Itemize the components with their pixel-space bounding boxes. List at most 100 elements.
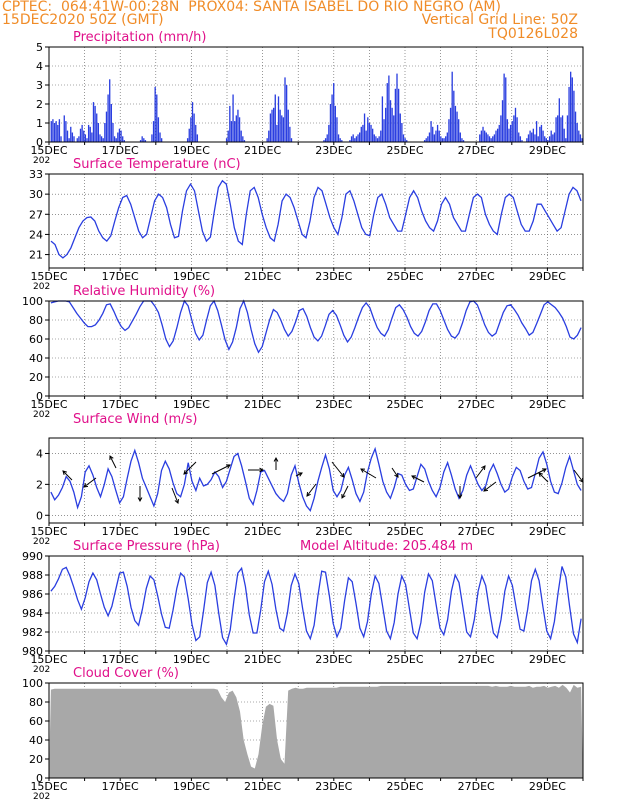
wind-arrow-head: [183, 470, 188, 475]
wind-arrow-head: [360, 468, 366, 473]
precip-bar: [402, 134, 405, 142]
x-tick-label: 27DEC: [458, 270, 495, 283]
precip-bar: [391, 107, 393, 142]
x-tick-label: 29DEC: [529, 270, 566, 283]
precip-bar: [365, 130, 367, 142]
precip-bar: [110, 104, 113, 142]
x-tick-label: 29DEC: [529, 398, 566, 411]
wind-arrow-head: [174, 498, 179, 504]
precip-bar: [99, 134, 101, 142]
precip-bar: [229, 105, 231, 142]
precip-bar: [500, 115, 502, 142]
precip-bar: [274, 94, 276, 142]
precip-bar: [383, 119, 385, 142]
precip-bar: [326, 134, 328, 142]
precip-bar: [363, 113, 366, 142]
precip-bar: [557, 115, 559, 142]
precip-bar: [243, 140, 246, 142]
precip-bar: [496, 128, 499, 142]
precip-bar: [539, 126, 541, 142]
x-tick-label: 29DEC: [529, 653, 566, 666]
precip-bar: [487, 134, 489, 142]
x-tick-label: 23DEC: [315, 398, 352, 411]
precip-bar: [386, 83, 388, 142]
precip-bar: [113, 136, 116, 142]
precip-bar: [552, 134, 554, 142]
precip-bar: [561, 115, 564, 142]
y-tick-label: 40: [29, 352, 43, 365]
precip-bar: [55, 121, 57, 142]
precip-bar: [139, 140, 142, 142]
header-grid-note: Vertical Grid Line: 50Z: [421, 12, 578, 28]
panel-frame: [48, 682, 584, 779]
precip-bar: [160, 138, 163, 142]
precip-bar: [94, 105, 96, 142]
x-tick-label: 17DEC: [102, 780, 139, 793]
precip-bar: [451, 71, 453, 142]
precip-bar: [423, 140, 426, 142]
precip-bar: [53, 123, 56, 142]
x-tick-label: 21DEC: [244, 780, 281, 793]
precip-bar: [394, 88, 397, 142]
x-tick-label: 23DEC: [315, 144, 352, 157]
x-tick-label: 17DEC: [102, 398, 139, 411]
wind-arrow: [211, 464, 231, 475]
year-label-fragment: 202: [33, 792, 50, 800]
precip-bar: [227, 130, 229, 142]
precip-bar: [461, 138, 463, 142]
x-tick-label: 21DEC: [244, 398, 281, 411]
precip-bar: [495, 130, 497, 142]
precip-bar: [87, 124, 90, 142]
x-tick-label: 15DEC: [30, 144, 67, 157]
y-tick-label: 40: [29, 734, 43, 747]
x-tick-label: 17DEC: [102, 144, 139, 157]
precip-bar: [555, 117, 557, 142]
precip-bar: [152, 121, 155, 142]
precip-bar: [196, 134, 199, 142]
precip-bar: [65, 121, 67, 142]
y-tick-label: 0: [36, 390, 43, 403]
panel-title: Cloud Cover (%): [73, 666, 179, 681]
y-tick-label: 33: [29, 168, 43, 181]
wind-arrow-head: [297, 472, 303, 477]
precip-bar: [375, 136, 377, 142]
y-tick-label: 0: [36, 772, 43, 785]
precip-bar: [68, 138, 70, 142]
wind-arrow-head: [481, 465, 486, 471]
wind-arrow: [62, 470, 73, 481]
precip-bar: [352, 134, 354, 142]
precip-bar: [492, 136, 494, 142]
precip-bar: [360, 126, 362, 142]
series-line: [50, 179, 582, 259]
precip-bar: [565, 138, 567, 142]
precip-bar: [456, 111, 458, 142]
precip-bar: [336, 117, 338, 142]
precip-bar: [269, 113, 272, 142]
precip-bar: [334, 105, 336, 142]
precip-bar: [122, 136, 124, 142]
precip-bar: [57, 124, 59, 142]
precip-bar: [576, 123, 578, 142]
precip-bar: [389, 100, 392, 142]
x-tick-label: 27DEC: [458, 525, 495, 538]
precip-bar: [503, 73, 505, 142]
precip-bar: [190, 117, 192, 142]
precip-bar: [141, 136, 143, 142]
precip-bar: [432, 126, 434, 142]
precip-bar: [547, 140, 549, 142]
y-tick-label: 1: [36, 117, 43, 130]
precip-bar: [271, 109, 273, 142]
x-tick-label: 15DEC: [30, 270, 67, 283]
precip-bar: [118, 128, 121, 142]
precip-bar: [81, 124, 83, 142]
precip-bar: [284, 77, 286, 142]
precip-bar: [396, 73, 398, 142]
precip-bar: [97, 123, 100, 142]
precip-bar: [581, 138, 583, 142]
precip-bar: [268, 130, 270, 142]
panel-frame: [48, 173, 584, 269]
precip-bar: [341, 140, 343, 142]
precip-bar: [357, 134, 359, 142]
precip-bar: [84, 134, 87, 142]
precip-bar: [60, 136, 62, 142]
